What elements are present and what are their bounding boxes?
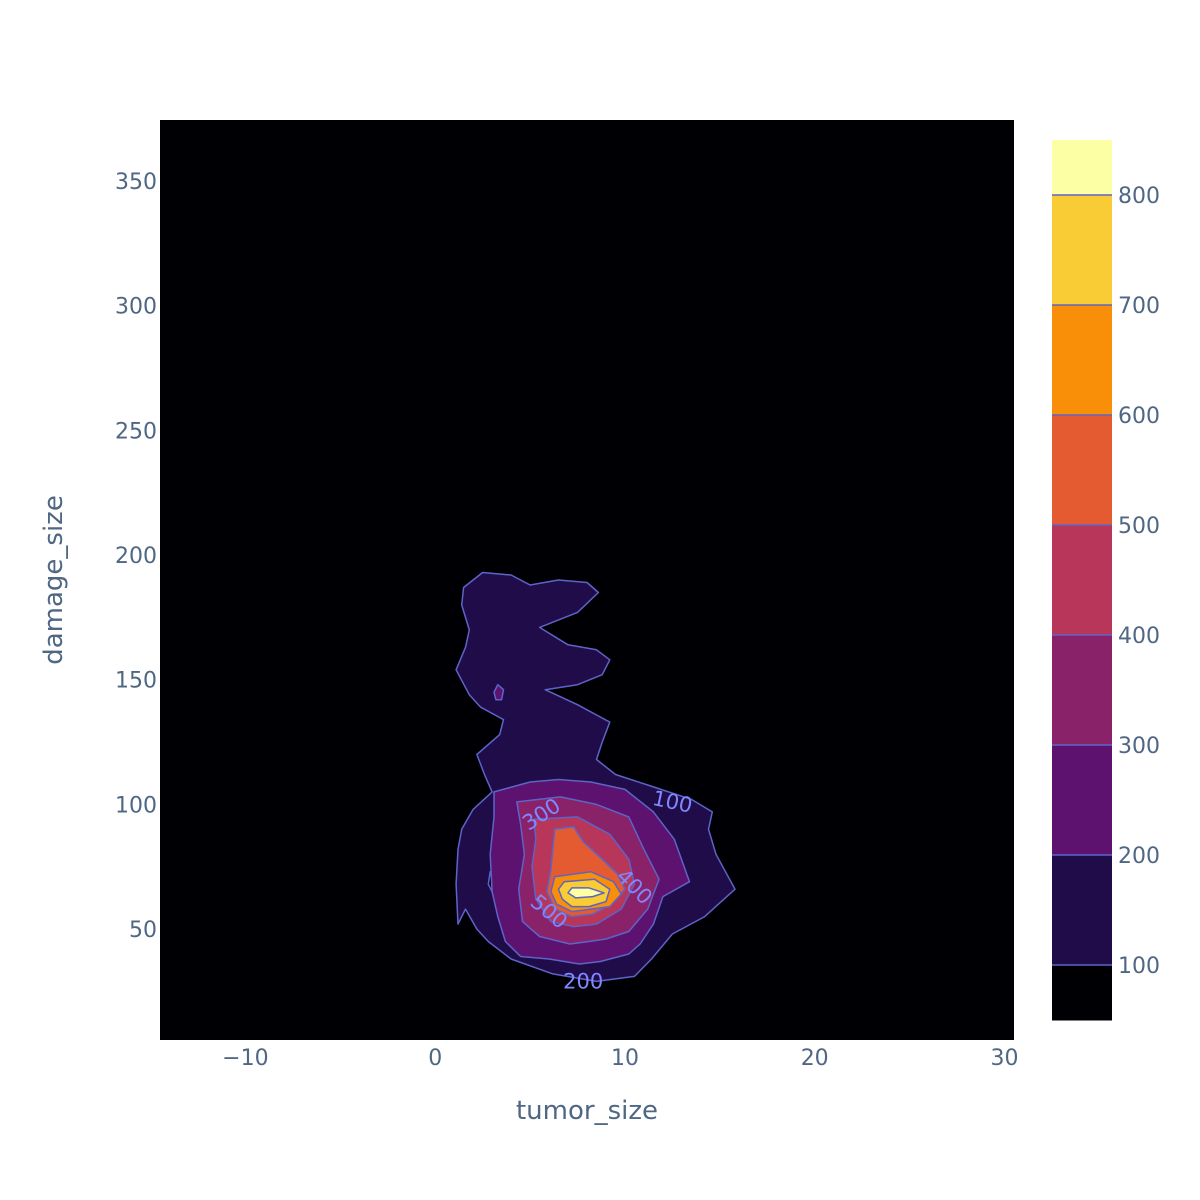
colorbar-band-300-400 xyxy=(1052,635,1112,746)
colorbar-band-500-600 xyxy=(1052,415,1112,526)
colorbar-tick-label: 500 xyxy=(1118,514,1160,539)
x-axis-ticks: −10 0 10 20 30 xyxy=(222,1046,1018,1071)
colorbar-band-200-300 xyxy=(1052,745,1112,856)
contour-layer xyxy=(455,571,736,983)
y-tick-label: 150 xyxy=(115,669,157,694)
contour-label-200-4: 200 xyxy=(563,969,603,993)
colorbar-bands xyxy=(1052,140,1112,1021)
contour-level-200-3 xyxy=(493,683,505,701)
y-tick-label: 200 xyxy=(115,544,157,569)
colorbar-tick-label: 300 xyxy=(1118,734,1160,759)
colorbar-tick-label: 100 xyxy=(1118,954,1160,979)
colorbar: 100 200 300 400 500 600 700 800 xyxy=(1052,140,1160,1021)
x-tick-label: 30 xyxy=(991,1046,1019,1071)
x-tick-label: 0 xyxy=(428,1046,442,1071)
colorbar-band-700-800 xyxy=(1052,195,1112,306)
y-axis-title: damage_size xyxy=(39,495,69,665)
colorbar-band-400-500 xyxy=(1052,525,1112,636)
y-tick-label: 250 xyxy=(115,419,157,444)
colorbar-tick-label: 400 xyxy=(1118,624,1160,649)
y-tick-label: 50 xyxy=(129,918,157,943)
colorbar-band-600-700 xyxy=(1052,305,1112,416)
colorbar-tick-label: 800 xyxy=(1118,184,1160,209)
x-tick-label: 10 xyxy=(611,1046,639,1071)
y-tick-label: 300 xyxy=(115,295,157,320)
x-tick-label: 20 xyxy=(801,1046,829,1071)
x-axis-title: tumor_size xyxy=(516,1096,658,1126)
colorbar-tick-label: 700 xyxy=(1118,294,1160,319)
y-tick-label: 350 xyxy=(115,170,157,195)
contour-level-800-9 xyxy=(567,887,605,899)
colorbar-tick-label: 600 xyxy=(1118,404,1160,429)
colorbar-band-800-850 xyxy=(1052,140,1112,196)
colorbar-ticks: 100 200 300 400 500 600 700 800 xyxy=(1118,184,1160,979)
y-axis-ticks: 50 100 150 200 250 300 350 xyxy=(115,170,157,943)
y-tick-label: 100 xyxy=(115,793,157,818)
x-tick-label: −10 xyxy=(222,1046,268,1071)
colorbar-band-100-200 xyxy=(1052,855,1112,966)
colorbar-band-50-100 xyxy=(1052,965,1112,1021)
colorbar-tick-label: 200 xyxy=(1118,844,1160,869)
